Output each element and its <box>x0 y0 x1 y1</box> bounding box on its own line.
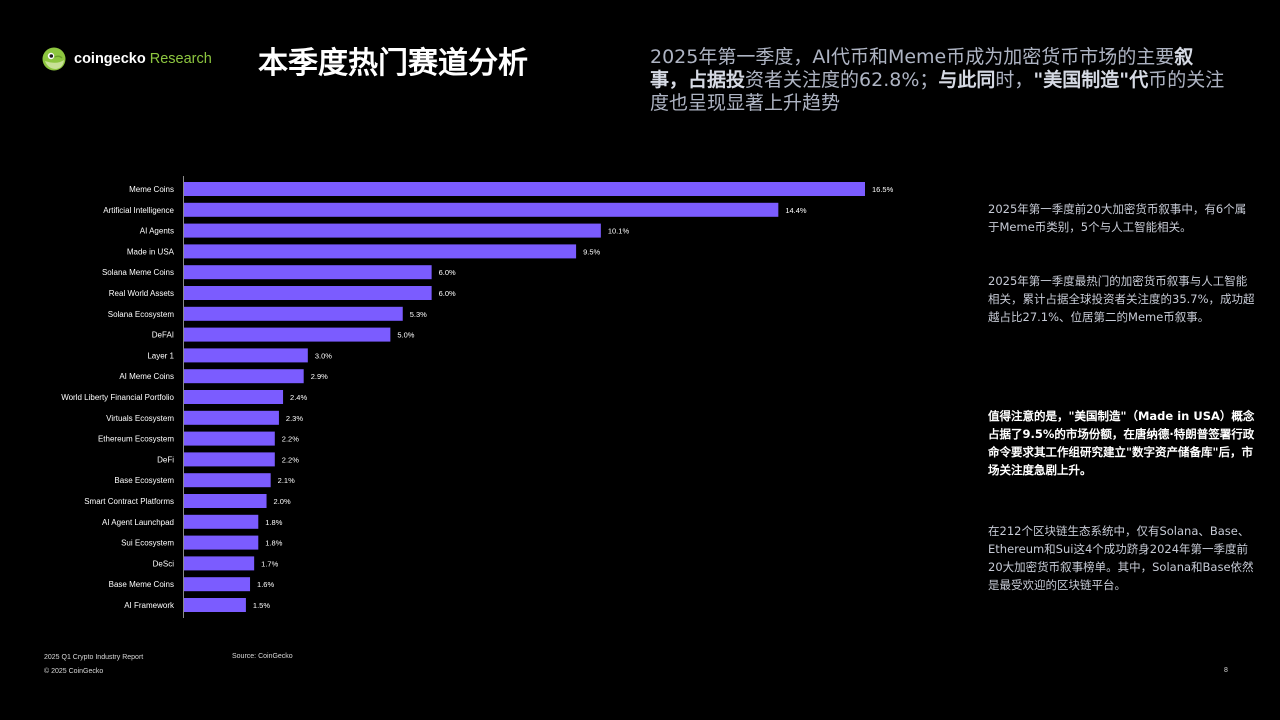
bar <box>184 431 275 446</box>
value-label: 10.1% <box>608 227 630 236</box>
value-label: 3.0% <box>315 351 332 360</box>
category-label: Solana Ecosystem <box>108 310 175 319</box>
bar <box>184 514 259 529</box>
bar <box>184 390 284 404</box>
bar <box>184 577 251 592</box>
footer-report-name: 2025 Q1 Crypto Industry Report <box>44 654 144 661</box>
category-label: DeFi <box>157 455 174 464</box>
value-label: 2.2% <box>282 455 299 464</box>
bar <box>184 410 279 425</box>
category-label: Made in USA <box>127 247 175 256</box>
note-ai-narrative: 2025年第一季度最热门的加密货币叙事与人工智能相关，累计占据全球投资者关注度的… <box>988 274 1255 324</box>
page-title: 本季度热门赛道分析 <box>258 46 528 81</box>
note-made-in-usa: 值得注意的是，"美国制造"（Made in USA）概念占据了9.5%的市场份额… <box>988 409 1255 477</box>
footer-source: Source: CoinGecko <box>232 653 293 660</box>
bar <box>184 306 403 321</box>
bar <box>184 348 308 363</box>
value-label: 5.3% <box>410 310 427 319</box>
category-label: Layer 1 <box>147 351 174 360</box>
value-label: 9.5% <box>583 247 600 256</box>
bar <box>184 327 391 342</box>
bar <box>184 202 779 217</box>
bar <box>184 535 259 550</box>
value-label: 6.0% <box>439 289 456 298</box>
bar <box>184 244 577 259</box>
value-label: 1.6% <box>257 580 274 589</box>
category-label: Artificial Intelligence <box>103 206 174 215</box>
value-label: 1.7% <box>261 559 278 568</box>
note-top20-summary: 2025年第一季度前20大加密货币叙事中，有6个属于Meme币类别，5个与人工智… <box>988 202 1247 234</box>
bar <box>184 223 601 238</box>
bar <box>184 452 275 467</box>
value-label: 2.1% <box>278 476 295 485</box>
brand-logo: coingecko Research <box>42 47 212 71</box>
category-label: DeSci <box>153 559 175 568</box>
value-label: 2.0% <box>274 497 291 506</box>
category-label: World Liberty Financial Portfolio <box>61 393 174 402</box>
bar <box>184 494 267 508</box>
category-label: Ethereum Ecosystem <box>98 435 174 444</box>
value-label: 2.2% <box>282 435 299 444</box>
value-label: 2.4% <box>290 393 307 402</box>
value-label: 14.4% <box>785 206 807 215</box>
category-label: Base Meme Coins <box>109 580 174 589</box>
bar <box>184 473 271 488</box>
category-label: Smart Contract Platforms <box>84 497 174 506</box>
bar <box>184 598 246 612</box>
bar <box>184 265 432 280</box>
brand-name: coingecko Research <box>74 51 212 67</box>
category-label: DeFAI <box>152 331 174 340</box>
category-label: AI Agent Launchpad <box>102 518 174 527</box>
category-label: Virtuals Ecosystem <box>106 414 174 423</box>
category-label: Base Ecosystem <box>114 476 174 485</box>
bar <box>184 182 865 196</box>
coingecko-logo-icon <box>42 47 66 71</box>
category-label: Real World Assets <box>109 289 174 298</box>
headline: 2025年第一季度，AI代币和Meme币成为加密货币市场的主要叙事，占据投资者关… <box>650 46 1225 114</box>
value-label: 16.5% <box>872 185 894 194</box>
category-label: Meme Coins <box>129 185 174 194</box>
narrative-bar-chart: Meme Coins 16.5% Artificial Intelligence 14… <box>61 176 894 618</box>
bar <box>184 286 432 300</box>
brand-suffix: Research <box>149 51 212 67</box>
value-label: 5.0% <box>397 331 414 340</box>
bar <box>184 369 304 384</box>
footer-copyright: © 2025 CoinGecko <box>44 668 104 675</box>
value-label: 1.5% <box>253 601 270 610</box>
value-label: 2.3% <box>286 414 303 423</box>
category-label: AI Framework <box>124 601 175 610</box>
category-label: Solana Meme Coins <box>102 268 174 277</box>
bar <box>184 556 255 571</box>
value-label: 1.8% <box>265 518 282 527</box>
footer-page-number: 8 <box>1224 667 1228 674</box>
category-label: AI Agents <box>140 227 174 236</box>
value-label: 2.9% <box>311 372 328 381</box>
category-label: AI Meme Coins <box>119 372 174 381</box>
value-label: 1.8% <box>265 539 282 548</box>
value-label: 6.0% <box>439 268 456 277</box>
note-blockchain-ecosystems: 在212个区块链生态系统中，仅有Solana、Base、Ethereum和Sui… <box>988 524 1254 592</box>
category-label: Sui Ecosystem <box>121 539 174 548</box>
